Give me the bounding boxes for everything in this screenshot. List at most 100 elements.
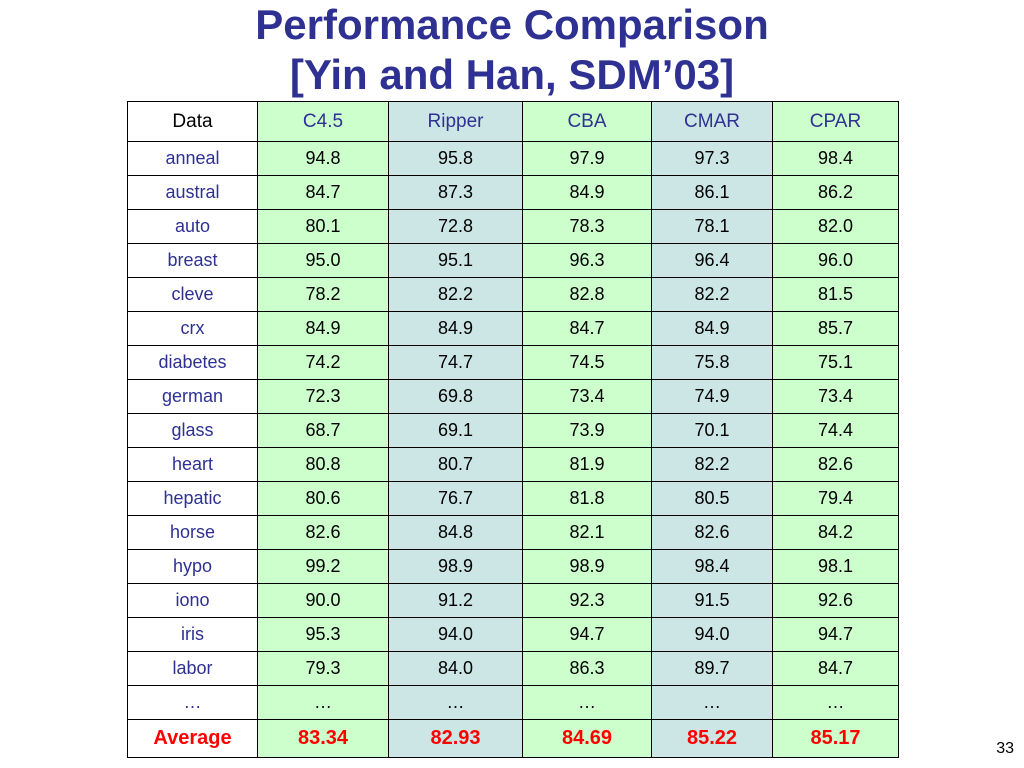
accuracy-cell-cba: 81.8 <box>522 481 652 516</box>
accuracy-cell-ripper: 91.2 <box>388 583 523 618</box>
dataset-name-cell: glass <box>127 413 258 448</box>
accuracy-cell-c45: 84.7 <box>257 175 389 210</box>
accuracy-cell-c45: 79.3 <box>257 651 389 686</box>
column-header-ripper: Ripper <box>388 101 523 142</box>
accuracy-cell-cpar: 96.0 <box>772 243 899 278</box>
table-row: labor 79.3 84.0 86.3 89.7 84.7 <box>127 651 899 686</box>
average-c45: 83.34 <box>257 719 389 758</box>
accuracy-cell-cmar: 94.0 <box>651 617 773 652</box>
dataset-name-cell: crx <box>127 311 258 346</box>
table-row: iono 90.0 91.2 92.3 91.5 92.6 <box>127 583 899 618</box>
accuracy-cell-cmar: … <box>651 685 773 720</box>
accuracy-cell-c45: 90.0 <box>257 583 389 618</box>
dataset-name-cell: heart <box>127 447 258 482</box>
accuracy-cell-cba: 82.8 <box>522 277 652 312</box>
average-cpar: 85.17 <box>772 719 899 758</box>
table-row: glass 68.7 69.1 73.9 70.1 74.4 <box>127 413 899 448</box>
dataset-name-cell: diabetes <box>127 345 258 380</box>
accuracy-cell-cmar: 98.4 <box>651 549 773 584</box>
table-row: hepatic 80.6 76.7 81.8 80.5 79.4 <box>127 481 899 516</box>
accuracy-cell-ripper: 80.7 <box>388 447 523 482</box>
accuracy-cell-c45: 78.2 <box>257 277 389 312</box>
accuracy-cell-cpar: … <box>772 685 899 720</box>
accuracy-cell-ripper: 98.9 <box>388 549 523 584</box>
dataset-name-cell: hypo <box>127 549 258 584</box>
table-row: diabetes 74.2 74.7 74.5 75.8 75.1 <box>127 345 899 380</box>
accuracy-cell-cpar: 85.7 <box>772 311 899 346</box>
accuracy-cell-cpar: 79.4 <box>772 481 899 516</box>
accuracy-cell-c45: 99.2 <box>257 549 389 584</box>
accuracy-cell-cpar: 86.2 <box>772 175 899 210</box>
accuracy-cell-cmar: 82.6 <box>651 515 773 550</box>
accuracy-cell-cba: 96.3 <box>522 243 652 278</box>
accuracy-cell-cba: 74.5 <box>522 345 652 380</box>
table-header-row: Data C4.5 Ripper CBA CMAR CPAR <box>127 101 899 142</box>
accuracy-cell-cba: 82.1 <box>522 515 652 550</box>
dataset-name-cell: labor <box>127 651 258 686</box>
average-cba: 84.69 <box>522 719 652 758</box>
accuracy-cell-cba: 98.9 <box>522 549 652 584</box>
average-ripper: 82.93 <box>388 719 523 758</box>
accuracy-cell-cmar: 84.9 <box>651 311 773 346</box>
accuracy-cell-c45: 74.2 <box>257 345 389 380</box>
dataset-name-cell: horse <box>127 515 258 550</box>
accuracy-cell-cmar: 74.9 <box>651 379 773 414</box>
accuracy-cell-ripper: 69.1 <box>388 413 523 448</box>
dataset-name-cell: auto <box>127 209 258 244</box>
dataset-name-cell: german <box>127 379 258 414</box>
accuracy-cell-cba: … <box>522 685 652 720</box>
accuracy-cell-ripper: 95.1 <box>388 243 523 278</box>
table-row: austral 84.7 87.3 84.9 86.1 86.2 <box>127 175 899 210</box>
table-row: breast 95.0 95.1 96.3 96.4 96.0 <box>127 243 899 278</box>
accuracy-cell-cba: 81.9 <box>522 447 652 482</box>
accuracy-cell-cmar: 97.3 <box>651 141 773 176</box>
accuracy-cell-ripper: 95.8 <box>388 141 523 176</box>
column-header-cmar: CMAR <box>651 101 773 142</box>
average-row: Average 83.34 82.93 84.69 85.22 85.17 <box>127 719 899 758</box>
accuracy-cell-c45: 84.9 <box>257 311 389 346</box>
dataset-name-cell: … <box>127 685 258 720</box>
dataset-name-cell: anneal <box>127 141 258 176</box>
table-body: anneal 94.8 95.8 97.9 97.3 98.4 austral 84.7 87.… <box>127 141 899 720</box>
table-row: anneal 94.8 95.8 97.9 97.3 98.4 <box>127 141 899 176</box>
accuracy-cell-cmar: 70.1 <box>651 413 773 448</box>
accuracy-cell-cpar: 84.7 <box>772 651 899 686</box>
column-header-cpar: CPAR <box>772 101 899 142</box>
dataset-name-cell: iris <box>127 617 258 652</box>
accuracy-cell-cba: 97.9 <box>522 141 652 176</box>
accuracy-cell-cba: 78.3 <box>522 209 652 244</box>
accuracy-cell-ripper: 82.2 <box>388 277 523 312</box>
accuracy-cell-c45: … <box>257 685 389 720</box>
dataset-name-cell: iono <box>127 583 258 618</box>
table-row: hypo 99.2 98.9 98.9 98.4 98.1 <box>127 549 899 584</box>
performance-table: Data C4.5 Ripper CBA CMAR CPAR anneal 94.… <box>127 101 899 758</box>
accuracy-cell-cba: 86.3 <box>522 651 652 686</box>
accuracy-cell-cpar: 94.7 <box>772 617 899 652</box>
accuracy-cell-ripper: 84.9 <box>388 311 523 346</box>
column-header-data: Data <box>127 101 258 142</box>
accuracy-cell-c45: 80.8 <box>257 447 389 482</box>
dataset-name-cell: austral <box>127 175 258 210</box>
accuracy-cell-ripper: 72.8 <box>388 209 523 244</box>
accuracy-cell-c45: 80.1 <box>257 209 389 244</box>
accuracy-cell-ripper: 74.7 <box>388 345 523 380</box>
accuracy-cell-cpar: 98.1 <box>772 549 899 584</box>
accuracy-cell-cmar: 89.7 <box>651 651 773 686</box>
table-row: horse 82.6 84.8 82.1 82.6 84.2 <box>127 515 899 550</box>
accuracy-cell-cmar: 80.5 <box>651 481 773 516</box>
accuracy-cell-cmar: 82.2 <box>651 277 773 312</box>
accuracy-cell-cpar: 73.4 <box>772 379 899 414</box>
dataset-name-cell: breast <box>127 243 258 278</box>
accuracy-cell-c45: 94.8 <box>257 141 389 176</box>
accuracy-cell-c45: 95.0 <box>257 243 389 278</box>
accuracy-cell-cpar: 81.5 <box>772 277 899 312</box>
table-row: cleve 78.2 82.2 82.8 82.2 81.5 <box>127 277 899 312</box>
slide-title: Performance Comparison <box>255 1 769 48</box>
accuracy-cell-c45: 95.3 <box>257 617 389 652</box>
table-row: auto 80.1 72.8 78.3 78.1 82.0 <box>127 209 899 244</box>
accuracy-cell-cpar: 98.4 <box>772 141 899 176</box>
accuracy-cell-cpar: 74.4 <box>772 413 899 448</box>
accuracy-cell-cba: 94.7 <box>522 617 652 652</box>
accuracy-cell-ripper: … <box>388 685 523 720</box>
accuracy-cell-cpar: 75.1 <box>772 345 899 380</box>
